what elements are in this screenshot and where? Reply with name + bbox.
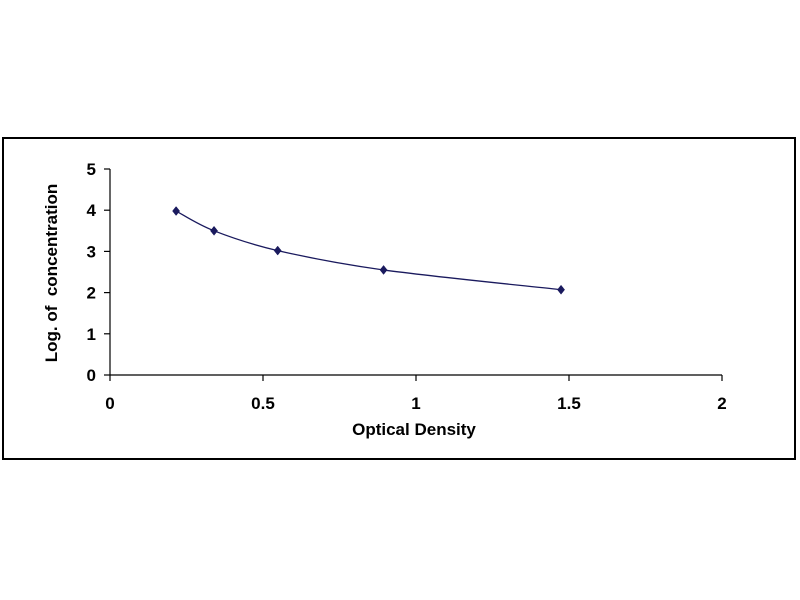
data-points-layer — [172, 206, 565, 295]
x-tick-label: 1.5 — [557, 394, 581, 413]
y-tick-label: 3 — [87, 242, 96, 261]
x-tick-label: 1 — [411, 394, 420, 413]
y-axis-title: Log. of concentration — [42, 184, 61, 363]
y-tick-label: 5 — [87, 160, 96, 179]
data-point — [557, 284, 565, 295]
y-tick-label: 0 — [87, 366, 96, 385]
x-axis-ticks: 0 0.5 1 1.5 2 — [105, 375, 727, 413]
x-tick-label: 0 — [105, 394, 114, 413]
fitted-curve — [175, 210, 562, 291]
x-axis-title: Optical Density — [352, 420, 476, 439]
x-tick-label: 0.5 — [251, 394, 275, 413]
chart-frame — [2, 137, 796, 460]
y-tick-label: 4 — [87, 201, 97, 220]
data-point — [210, 225, 218, 236]
data-point — [172, 206, 181, 216]
y-axis-ticks: 0 1 2 3 4 5 — [87, 160, 110, 385]
x-tick-label: 2 — [717, 394, 726, 413]
data-point — [273, 245, 282, 256]
data-point — [379, 265, 388, 275]
fitted-curve-layer — [175, 210, 562, 291]
axes — [109, 169, 722, 376]
y-tick-label: 2 — [87, 284, 96, 303]
y-tick-label: 1 — [87, 325, 96, 344]
